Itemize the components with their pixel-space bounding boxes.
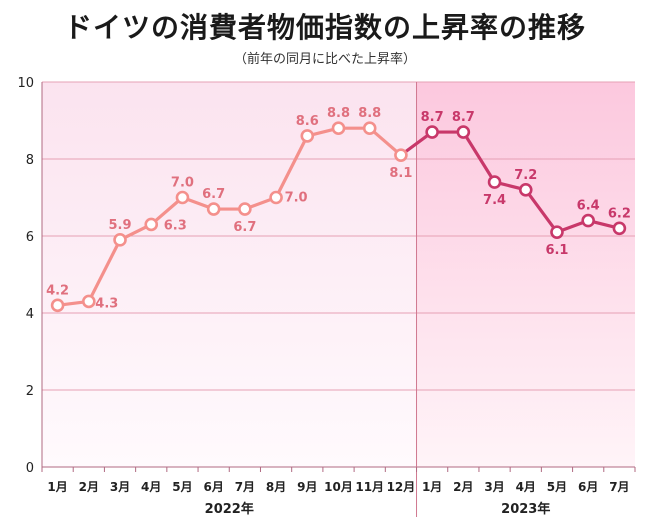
data-label: 6.7 bbox=[233, 220, 256, 235]
x-tick-label: 9月 bbox=[297, 480, 317, 494]
data-point bbox=[206, 202, 221, 216]
data-point bbox=[487, 175, 502, 189]
x-tick-label: 1月 bbox=[422, 480, 442, 494]
data-point bbox=[113, 233, 127, 247]
y-tick-label: 10 bbox=[17, 76, 34, 91]
x-tick-label: 4月 bbox=[141, 480, 161, 494]
x-tick-label: 2月 bbox=[453, 480, 473, 494]
x-tick-label: 6月 bbox=[203, 480, 223, 494]
x-tick-label: 5月 bbox=[547, 480, 567, 494]
x-tick-label: 5月 bbox=[172, 480, 192, 494]
x-tick-label: 12月 bbox=[387, 480, 416, 494]
data-label: 8.7 bbox=[452, 110, 475, 125]
data-point bbox=[144, 217, 159, 232]
x-tick-label: 7月 bbox=[609, 480, 629, 494]
x-tick-label: 6月 bbox=[578, 480, 598, 494]
data-label: 7.4 bbox=[483, 193, 506, 208]
y-tick-label: 2 bbox=[26, 384, 34, 399]
y-tick-label: 4 bbox=[26, 307, 34, 322]
x-tick-label: 2月 bbox=[79, 480, 99, 494]
y-tick-label: 6 bbox=[26, 230, 34, 245]
data-label: 8.8 bbox=[327, 106, 350, 121]
data-label: 7.0 bbox=[285, 191, 308, 206]
x-tick-label: 11月 bbox=[355, 480, 384, 494]
plot-bg-2022 bbox=[42, 82, 417, 467]
data-label: 8.7 bbox=[421, 110, 444, 125]
data-point bbox=[300, 129, 315, 143]
y-tick-label: 0 bbox=[26, 461, 34, 476]
x-tick-label: 3月 bbox=[110, 480, 130, 494]
data-label: 7.0 bbox=[171, 176, 194, 191]
data-label: 8.1 bbox=[389, 166, 412, 181]
data-point bbox=[238, 202, 252, 216]
data-point bbox=[518, 183, 533, 197]
x-tick-label: 8月 bbox=[266, 480, 286, 494]
data-label: 8.6 bbox=[296, 114, 319, 129]
x-tick-label: 4月 bbox=[516, 480, 536, 494]
data-point bbox=[269, 190, 283, 205]
y-tick-label: 8 bbox=[26, 153, 34, 168]
data-label: 6.3 bbox=[164, 218, 187, 233]
data-label: 6.4 bbox=[577, 199, 600, 214]
chart-title: ドイツの消費者物価指数の上昇率の推移 bbox=[63, 11, 586, 44]
year-label: 2022年 bbox=[205, 501, 254, 517]
x-tick-label: 1月 bbox=[47, 480, 67, 494]
data-label: 7.2 bbox=[514, 168, 537, 183]
x-tick-label: 7月 bbox=[235, 480, 255, 494]
chart-subtitle: （前年の同月に比べた上昇率） bbox=[233, 52, 416, 67]
x-tick-label: 10月 bbox=[324, 480, 353, 494]
data-point bbox=[550, 225, 564, 239]
data-point bbox=[612, 221, 627, 236]
data-label: 6.1 bbox=[545, 243, 568, 258]
data-point bbox=[82, 294, 96, 309]
data-point bbox=[394, 148, 408, 162]
year-label: 2023年 bbox=[501, 501, 550, 517]
data-point bbox=[456, 125, 471, 139]
data-label: 8.8 bbox=[358, 106, 381, 121]
data-point bbox=[425, 125, 439, 139]
data-label: 6.2 bbox=[608, 206, 631, 221]
data-point bbox=[175, 190, 190, 205]
data-point bbox=[331, 121, 346, 135]
data-point bbox=[581, 213, 595, 228]
x-tick-label: 3月 bbox=[484, 480, 504, 494]
data-label: 5.9 bbox=[109, 218, 132, 233]
data-point bbox=[362, 121, 377, 135]
data-label: 4.3 bbox=[95, 296, 118, 311]
plot-bg-2023 bbox=[416, 82, 635, 467]
data-label: 6.7 bbox=[202, 187, 225, 202]
data-label: 4.2 bbox=[46, 283, 69, 298]
data-point bbox=[50, 298, 65, 313]
